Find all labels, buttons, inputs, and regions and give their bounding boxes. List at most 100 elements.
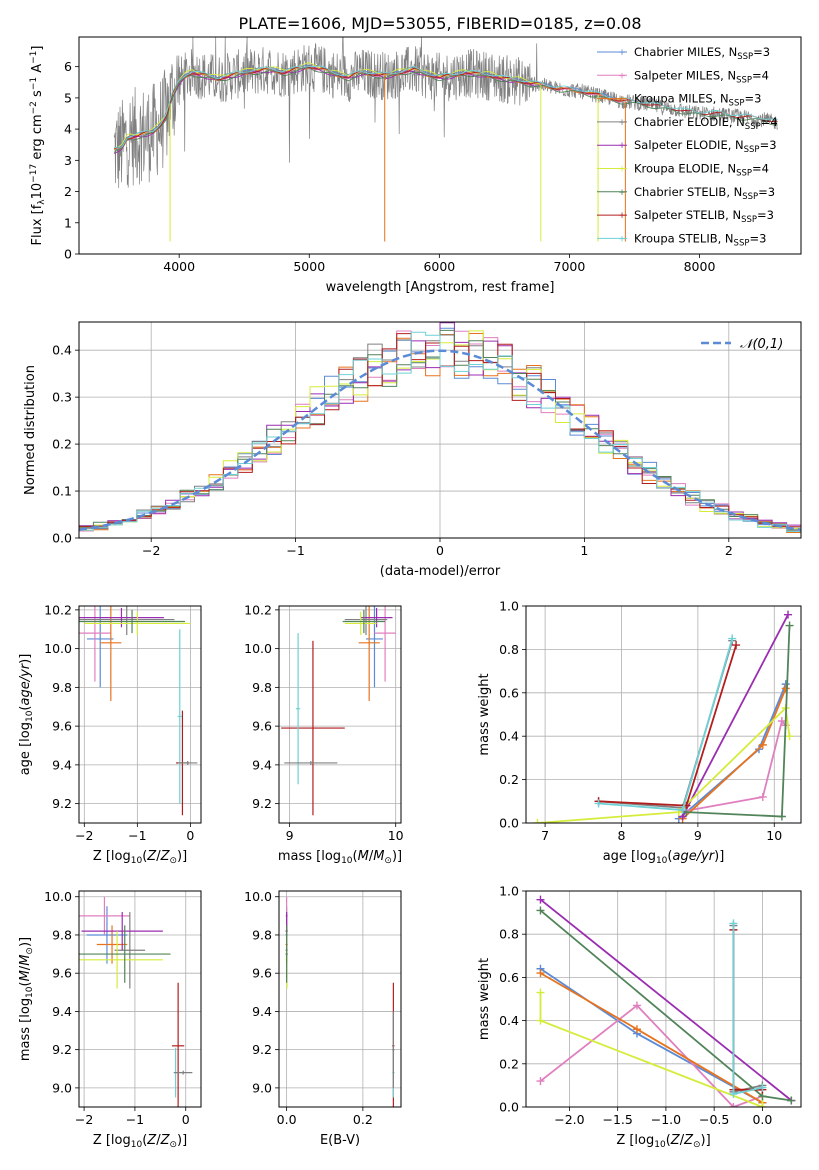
legend-entry-sub: SSP [734,238,750,248]
x-axis-label: Z [log10(Z/Z⊙)] [616,1133,710,1150]
axes-frame [525,890,802,1108]
weight-marker [758,792,767,801]
y-axis-label-part: age/yr [18,662,33,705]
normal-reference-curve [79,349,801,532]
legend-entry: Kroupa ELODIE, NSSP=4 [634,162,769,179]
weight-marker [729,1103,738,1107]
legend-entry-sub: SSP [745,122,761,132]
y-axis-label-part: M [18,955,33,966]
x-axis-label-part: 10 [656,856,668,866]
weight-line [539,992,764,1107]
age_vs_Z-panel: −2 −1 09.29.49.69.810.010.2Z [log10(Z/Z⊙)]… [18,602,202,866]
x-axis-label-part: Z [146,849,157,864]
y-tick-label: 9.6 [252,719,272,734]
y-tick-label: 9.0 [52,1080,72,1095]
legend-marker: + [618,71,626,81]
x-tick-label: −2 [75,1112,93,1127]
legend-entry: Chabrier MILES, NSSP=3 [634,45,770,62]
weight-marker [787,1096,796,1105]
residuals-panel: −2 −1 0 1 2 0.0 0.1 0.2 0.3 0.4 (data-model)/error… [23,321,802,579]
x-tick-label: 7 [541,828,549,843]
weight-marker [729,1090,738,1099]
y-tick-label: 10.0 [44,641,72,656]
weight-marker [536,1077,545,1086]
weight_vs_Z-plot-area [536,895,796,1107]
x-axis-label-part: Z [683,1133,694,1148]
x-axis-label-part: M [373,849,384,864]
legend-entry-main: Kroupa MILES, N [634,92,729,106]
legend-entry: Salpeter STELIB, NSSP=3 [634,208,774,225]
weight-marker [536,906,545,915]
weight-marker [678,805,687,814]
x-axis-label-part: Z [160,849,171,864]
y-tick-label: 9.8 [52,927,72,942]
y-axis-label-part: mass [log [18,998,33,1061]
x-axis-label-part: M [358,849,369,864]
legend-entry: Chabrier ELODIE, NSSP=4 [634,115,778,132]
y-tick-label: 0.0 [499,1100,519,1115]
weight-marker [536,1016,545,1025]
x-tick-label: 0.0 [277,1112,297,1127]
y-axis-label-part: s [30,90,45,101]
y-tick-label: 9.6 [52,966,72,981]
y-tick-label: 9.4 [52,1004,72,1019]
y-tick-label: 0.4 [499,1013,519,1028]
y-tick-label: 0.0 [499,816,519,831]
axes-frame [525,605,802,824]
x-axis-label-part: wavelength [Angstrom, rest frame] [326,280,555,295]
y-tick-label: 10.0 [244,889,272,904]
x-tick-label: −1.5 [602,1112,632,1127]
weight-line [681,614,789,817]
x-tick-label: 0.2 [353,1112,373,1127]
weight_vs_Z-panel: −2.0 −1.5 −1.0 −0.5 0.0 0.0 0.2 0.4 0.6 0.8 1.0 Z [… [477,884,802,1150]
weight-marker [785,732,794,741]
y-axis-label-part: ⊙ [25,947,35,955]
x-tick-label: −1 [128,828,146,843]
x-axis-label: E(B-V) [320,1133,360,1148]
x-tick-label: 4000 [163,259,195,274]
x-axis-label-part: 10 [654,1140,666,1150]
y-tick-label: 10.2 [44,602,72,617]
x-tick-label: −2 [75,828,93,843]
y-tick-label: 10.0 [244,641,272,656]
legend-entry-sub: SSP [742,192,758,202]
y-tick-label: 4 [64,122,72,137]
legend-entry: 𝒩(0,1) [740,337,783,352]
figure-title: PLATE=1606, MJD=53055, FIBERID=0185, z=0… [238,14,641,33]
y-tick-label: 9.4 [52,757,72,772]
legend-entry-main: Salpeter STELIB, N [634,208,741,222]
y-tick-label: 0.2 [52,437,72,452]
x-axis-label-part: ( [142,1133,147,1148]
legend-entry-tail: =3 [749,231,766,245]
x-axis-label-part: ( [353,849,358,864]
y-axis-label-part: / [18,965,33,970]
legend-entry-main: Kroupa ELODIE, N [634,162,736,176]
legend-entry-sub: SSP [736,75,752,85]
y-axis-label-part: )] [18,937,33,947]
y-tick-label: 9.6 [52,719,72,734]
x-axis-label-part: Z [log [616,1133,654,1148]
y-tick-label: 9.2 [252,796,272,811]
y-axis-label: Normed distribution [23,365,38,495]
legend-entry-tail: =4 [752,162,769,176]
y-tick-label: 1.0 [499,599,519,614]
y-axis-label: mass [log10(M/M⊙)] [18,937,35,1061]
y-tick-label: 9.8 [252,927,272,942]
x-axis-label: (data-model)/error [380,564,501,579]
residuals-plot-area [79,322,801,536]
legend-entry-sub: SSP [744,145,760,155]
legend-entry-sub: SSP [736,169,752,179]
x-axis-label-part: )] [392,849,402,864]
spectrum-panel: 4000 5000 6000 7000 8000 0 1 2 3 4 5 6 wavelength [A… [29,36,802,295]
x-tick-label: 9 [694,828,702,843]
y-tick-label: 9.2 [52,796,72,811]
legend-marker: + [618,118,626,128]
x-tick-label: 10 [388,828,404,843]
model-line [113,65,778,149]
weight-marker [536,988,545,997]
x-axis-label-part: / [369,849,374,864]
weight-line [598,644,737,807]
y-axis-label-part: 10 [25,986,35,998]
legend-entry: Kroupa STELIB, NSSP=3 [634,231,766,248]
